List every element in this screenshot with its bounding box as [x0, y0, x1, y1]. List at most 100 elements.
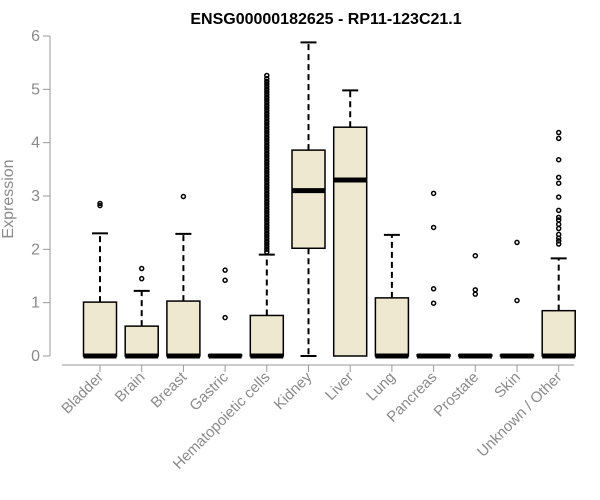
outlier-point: [264, 214, 270, 221]
outlier-point: [264, 233, 270, 239]
outlier-point: [264, 126, 270, 133]
outlier-point: [472, 287, 479, 293]
outlier-point: [555, 221, 562, 228]
outlier-point: [264, 211, 270, 218]
outlier-point: [264, 81, 270, 87]
x-tick-label: Brain: [112, 369, 149, 406]
outlier-point: [555, 194, 562, 200]
y-tick-label: 1: [31, 295, 40, 312]
outlier-point: [264, 174, 270, 181]
box-group: [249, 72, 285, 359]
outlier-point: [264, 129, 270, 135]
outlier-point: [514, 297, 520, 304]
boxes-layer: [82, 41, 576, 359]
outlier-point: [472, 291, 479, 297]
outlier-point: [180, 193, 187, 200]
outlier-point: [555, 207, 562, 214]
outlier-point: [264, 113, 270, 119]
outlier-point: [555, 129, 562, 136]
outlier-point: [430, 286, 437, 292]
outlier-point: [555, 156, 562, 163]
y-tick-label: 6: [31, 28, 40, 45]
x-tick-label: Skin: [491, 369, 524, 402]
outlier-point: [222, 314, 228, 321]
outlier-point: [264, 145, 270, 151]
outlier-point: [264, 110, 270, 117]
y-axis-label: Expression: [0, 159, 17, 238]
outlier-point: [264, 201, 270, 207]
outlier-point: [555, 174, 562, 181]
x-tick-label: Kidney: [271, 368, 316, 413]
outlier-point: [264, 203, 270, 210]
outlier-point: [264, 195, 270, 202]
box-group: [124, 265, 159, 359]
box-group: [166, 193, 201, 359]
y-tick-label: 0: [31, 348, 40, 365]
outlier-point: [264, 155, 270, 162]
outlier-point: [264, 94, 270, 101]
outlier-point: [138, 265, 145, 272]
outlier-point: [264, 182, 270, 189]
outlier-point: [555, 217, 562, 223]
box-group: [207, 267, 243, 359]
outlier-point: [555, 231, 562, 238]
outlier-point: [430, 300, 437, 306]
outlier-point: [264, 142, 270, 149]
y-tick-label: 4: [31, 135, 40, 152]
outlier-point: [430, 224, 437, 231]
outlier-point: [264, 131, 270, 138]
outlier-point: [264, 158, 270, 165]
y-tick-label: 3: [31, 188, 40, 205]
outlier-point: [555, 214, 562, 221]
x-tick-label: Breast: [148, 368, 191, 411]
outlier-point: [264, 107, 270, 114]
outlier-point: [264, 177, 270, 183]
y-tick-label: 5: [31, 81, 40, 98]
outlier-point: [264, 72, 270, 79]
x-tick-label: Bladder: [58, 369, 107, 418]
box-body: [124, 325, 159, 357]
outlier-point: [264, 249, 270, 255]
outlier-point: [222, 277, 228, 284]
y-tick-label: 2: [31, 241, 40, 258]
outlier-point: [264, 91, 270, 98]
outlier-point: [264, 163, 270, 170]
outlier-point: [555, 180, 562, 186]
box-group: [374, 233, 410, 359]
outlier-point: [264, 83, 270, 90]
outlier-point: [264, 78, 270, 85]
outlier-point: [430, 190, 437, 197]
box-group: [458, 252, 493, 359]
outlier-point: [264, 123, 270, 130]
outlier-point: [264, 227, 270, 234]
box-body: [82, 301, 118, 357]
outlier-point: [264, 219, 270, 226]
outlier-point: [264, 206, 270, 213]
outlier-point: [97, 200, 103, 207]
box-group: [82, 200, 118, 359]
outlier-point: [264, 137, 270, 143]
outlier-point: [555, 225, 562, 232]
outlier-point: [264, 86, 270, 93]
outlier-point: [264, 115, 270, 122]
box-group: [332, 89, 368, 357]
outlier-point: [264, 230, 270, 237]
box-body: [166, 300, 201, 357]
outlier-point: [264, 225, 270, 231]
box-group: [541, 129, 576, 359]
outlier-point: [264, 222, 270, 229]
box-body: [541, 309, 576, 357]
outlier-point: [264, 161, 270, 167]
outlier-point: [264, 139, 270, 146]
box-body: [249, 314, 285, 357]
outlier-point: [264, 241, 270, 247]
outlier-point: [555, 241, 562, 247]
outlier-point: [555, 135, 562, 142]
box-group: [291, 41, 326, 357]
box-body: [332, 126, 368, 357]
outlier-point: [264, 198, 270, 205]
x-tick-label: Prostate: [431, 369, 483, 421]
outlier-point: [264, 209, 270, 215]
